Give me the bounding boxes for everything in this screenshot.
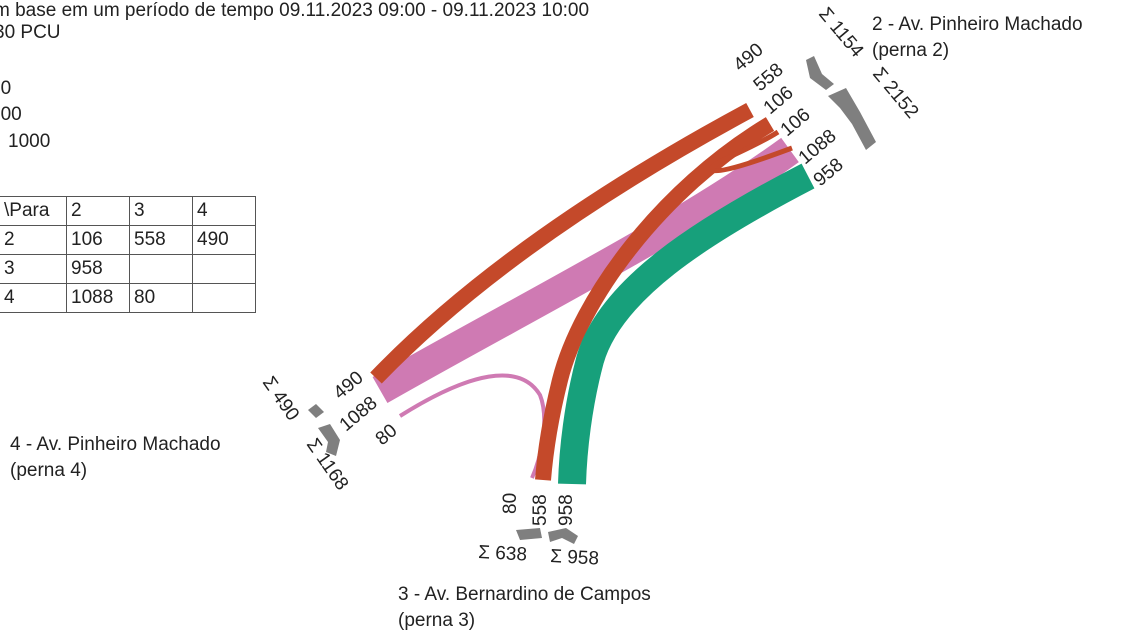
flow-band-2-to-2: [708, 129, 793, 174]
table-cell: 958: [66, 254, 130, 284]
leg2-sum-out: Σ 2152: [868, 64, 922, 123]
table-corner-cell: \Para: [0, 196, 67, 226]
table-row-header: 4: [0, 283, 67, 313]
sum-marker-leg4-out: [318, 424, 340, 456]
table-row: 2 106 558 490: [0, 225, 256, 255]
leg3-label: 3 - Av. Bernardino de Campos (perna 3): [398, 582, 651, 634]
leg2-name: 2 - Av. Pinheiro Machado: [872, 14, 1083, 35]
leg3-sum-out: Σ 958: [550, 546, 600, 570]
sum-marker-leg2-in: [806, 56, 834, 90]
period-text: m base em um período de tempo 09.11.2023…: [0, 0, 590, 21]
leg2-label: 2 - Av. Pinheiro Machado (perna 2): [872, 12, 1083, 64]
leg3-name: 3 - Av. Bernardino de Campos: [398, 584, 651, 605]
legend-level-2: 1000: [8, 131, 51, 152]
leg4-sub: (perna 4): [10, 460, 88, 481]
leg4-sum-in: Σ 490: [258, 373, 303, 425]
sum-marker-leg3-in: [516, 528, 542, 540]
od-matrix-table: \Para 2 3 4 2 106 558 490 3 958 4 1088 8…: [0, 196, 256, 313]
flow-band-4-to-2: [372, 137, 799, 404]
table-cell: 490: [192, 225, 256, 255]
leg3-flow-label: 958: [556, 494, 577, 526]
leg4-sum-out: Σ 1168: [302, 435, 352, 494]
legend-level-0: 00: [0, 78, 12, 99]
total-pcu-text: 30 PCU: [0, 22, 61, 43]
leg3-flow-label: 558: [530, 494, 551, 526]
flow-band-4-to-3: [398, 373, 547, 479]
legend-level-1: 500: [0, 104, 22, 125]
leg2-sub: (perna 2): [872, 40, 950, 61]
leg3-flow-label: 80: [500, 493, 521, 514]
table-cell: [192, 283, 256, 313]
leg2-sum-in: Σ 1154: [814, 4, 868, 62]
flow-band-2-to-3: [535, 117, 775, 481]
leg4-label: 4 - Av. Pinheiro Machado (perna 4): [10, 432, 221, 484]
leg3-sum-in: Σ 638: [478, 542, 528, 566]
table-cell: 1088: [66, 283, 130, 313]
table-row-header: 2: [0, 225, 67, 255]
sum-marker-leg4-in: [308, 404, 324, 418]
leg3-sub: (perna 3): [398, 610, 476, 631]
flow-band-2-to-4: [370, 102, 754, 384]
table-cell: 558: [129, 225, 193, 255]
flow-band-3-to-2: [558, 163, 815, 485]
table-cell: 80: [129, 283, 193, 313]
leg4-flow-label: 80: [372, 420, 402, 450]
sum-marker-leg2-out: [828, 88, 876, 150]
leg4-name: 4 - Av. Pinheiro Machado: [10, 434, 221, 455]
table-row: 4 1088 80: [0, 283, 256, 313]
sum-marker-leg3-out: [548, 528, 578, 544]
